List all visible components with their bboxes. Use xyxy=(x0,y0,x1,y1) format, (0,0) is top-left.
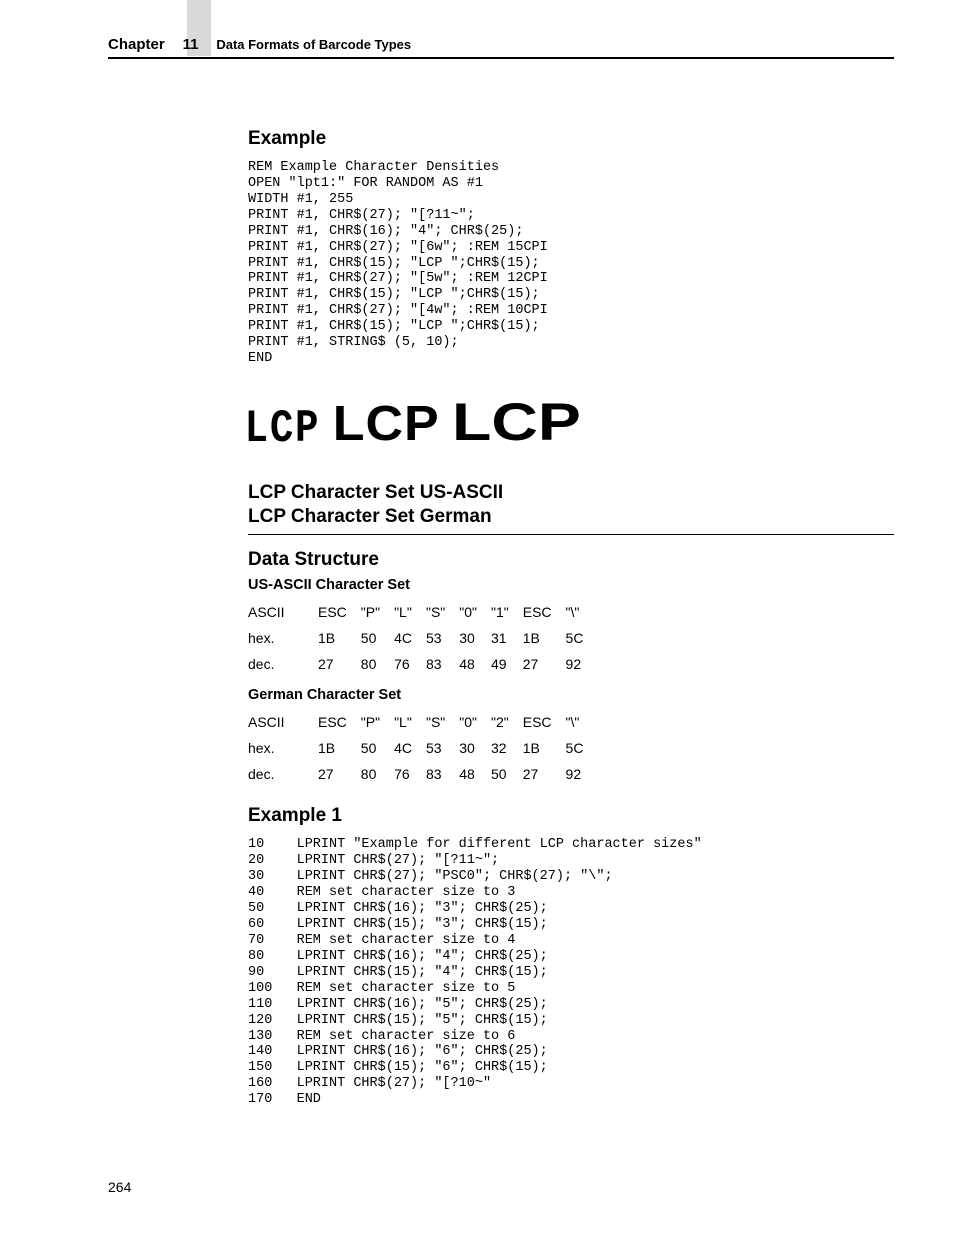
page: Chapter 11 Data Formats of Barcode Types… xyxy=(0,0,954,1235)
cell: 4C xyxy=(394,625,426,651)
content-area: Example REM Example Character Densities … xyxy=(248,128,894,1108)
cell: 30 xyxy=(459,735,491,761)
cell: dec. xyxy=(248,651,318,677)
table-row: dec. 27 80 76 83 48 49 27 92 xyxy=(248,651,597,677)
cell: "0" xyxy=(459,599,491,625)
lcp-heading-line2: LCP Character Set German xyxy=(248,505,894,529)
cell: ESC xyxy=(318,709,361,735)
cell: 80 xyxy=(361,761,394,787)
cell: 53 xyxy=(426,625,459,651)
cell: 48 xyxy=(459,761,491,787)
cell: "P" xyxy=(361,709,394,735)
cell: "L" xyxy=(394,709,426,735)
cell: 5C xyxy=(566,735,598,761)
cell: hex. xyxy=(248,625,318,651)
cell: "\" xyxy=(566,709,598,735)
cell: 1B xyxy=(523,735,566,761)
us-ascii-table: ASCII ESC "P" "L" "S" "0" "1" ESC "\" he… xyxy=(248,599,597,677)
lcp-word-1: LCP xyxy=(245,403,321,455)
cell: "1" xyxy=(491,599,523,625)
german-label: German Character Set xyxy=(248,687,894,703)
example1-heading: Example 1 xyxy=(248,805,894,827)
cell: 92 xyxy=(566,761,598,787)
cell: 80 xyxy=(361,651,394,677)
cell: 31 xyxy=(491,625,523,651)
cell: "S" xyxy=(426,709,459,735)
cell: 32 xyxy=(491,735,523,761)
cell: ESC xyxy=(318,599,361,625)
cell: 5C xyxy=(566,625,598,651)
data-structure-heading: Data Structure xyxy=(248,549,894,571)
german-table: ASCII ESC "P" "L" "S" "0" "2" ESC "\" he… xyxy=(248,709,597,787)
us-ascii-label: US-ASCII Character Set xyxy=(248,577,894,593)
cell: 27 xyxy=(318,761,361,787)
cell: "S" xyxy=(426,599,459,625)
lcp-word-2: LCP xyxy=(333,395,440,452)
table-row: hex. 1B 50 4C 53 30 31 1B 5C xyxy=(248,625,597,651)
cell: ESC xyxy=(523,709,566,735)
cell: 92 xyxy=(566,651,598,677)
section-rule xyxy=(248,534,894,535)
table-row: dec. 27 80 76 83 48 50 27 92 xyxy=(248,761,597,787)
example-code-block: REM Example Character Densities OPEN "lp… xyxy=(248,160,894,367)
table-row: hex. 1B 50 4C 53 30 32 1B 5C xyxy=(248,735,597,761)
cell: "L" xyxy=(394,599,426,625)
cell: ASCII xyxy=(248,709,318,735)
cell: 76 xyxy=(394,651,426,677)
cell: 30 xyxy=(459,625,491,651)
example1-code-block: 10 LPRINT "Example for different LCP cha… xyxy=(248,837,894,1108)
lcp-word-3: LCP xyxy=(452,391,581,453)
example-heading: Example xyxy=(248,128,894,150)
cell: "0" xyxy=(459,709,491,735)
cell: 27 xyxy=(523,651,566,677)
cell: 50 xyxy=(361,625,394,651)
cell: 83 xyxy=(426,651,459,677)
cell: 50 xyxy=(491,761,523,787)
cell: "\" xyxy=(566,599,598,625)
lcp-sample-output: LCP LCP LCP xyxy=(238,389,894,455)
cell: 4C xyxy=(394,735,426,761)
lcp-heading-line1: LCP Character Set US-ASCII xyxy=(248,481,894,505)
cell: 83 xyxy=(426,761,459,787)
cell: dec. xyxy=(248,761,318,787)
chapter-number: 11 xyxy=(183,36,199,53)
cell: 53 xyxy=(426,735,459,761)
cell: 48 xyxy=(459,651,491,677)
cell: "2" xyxy=(491,709,523,735)
cell: 76 xyxy=(394,761,426,787)
cell: 27 xyxy=(523,761,566,787)
running-head: Chapter 11 Data Formats of Barcode Types xyxy=(108,36,894,59)
cell: 27 xyxy=(318,651,361,677)
table-row: ASCII ESC "P" "L" "S" "0" "2" ESC "\" xyxy=(248,709,597,735)
chapter-label: Chapter xyxy=(108,36,165,53)
cell: ESC xyxy=(523,599,566,625)
cell: 1B xyxy=(318,735,361,761)
cell: 1B xyxy=(318,625,361,651)
cell: 1B xyxy=(523,625,566,651)
page-number: 264 xyxy=(108,1179,131,1195)
cell: 49 xyxy=(491,651,523,677)
table-row: ASCII ESC "P" "L" "S" "0" "1" ESC "\" xyxy=(248,599,597,625)
cell: 50 xyxy=(361,735,394,761)
chapter-title: Data Formats of Barcode Types xyxy=(216,37,411,52)
cell: "P" xyxy=(361,599,394,625)
cell: ASCII xyxy=(248,599,318,625)
cell: hex. xyxy=(248,735,318,761)
